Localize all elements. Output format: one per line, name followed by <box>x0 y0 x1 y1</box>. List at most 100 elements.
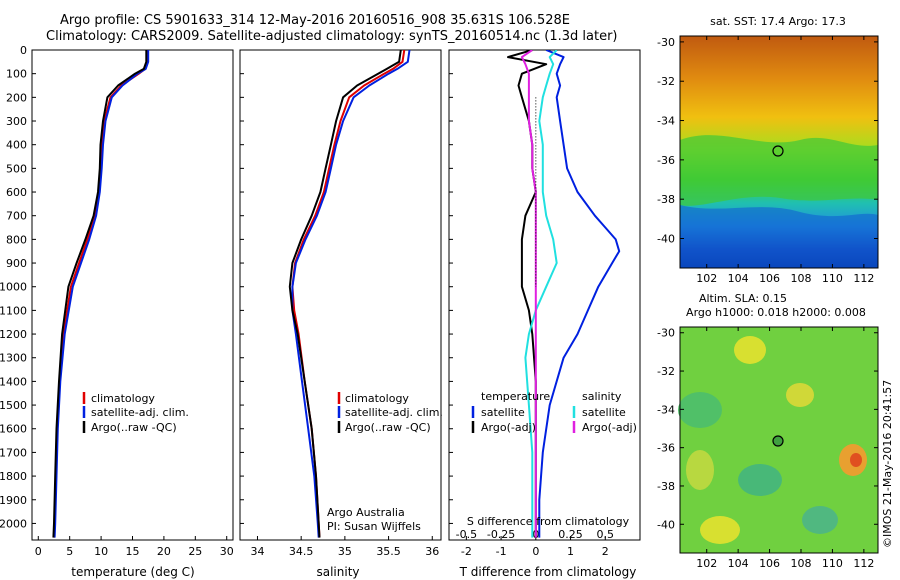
depth-tick-label: 1700 <box>0 446 27 459</box>
legend-label-climatology: climatology <box>345 392 409 405</box>
salinity-legend: climatology satellite-adj. clim. Argo(..… <box>327 392 443 533</box>
difference-x-label: T difference from climatology <box>459 565 637 579</box>
series-line-satellite-adj-clim- <box>53 50 150 538</box>
depth-tick-label: 1800 <box>0 470 27 483</box>
depth-tick-label: 1900 <box>0 494 27 507</box>
sla-map-blob <box>850 453 862 467</box>
lat-tick-label: -36 <box>657 442 675 455</box>
lon-tick-label: 112 <box>853 272 874 285</box>
legend-label-argo: Argo(..raw -QC) <box>345 421 431 434</box>
series-line-argo-salinity <box>520 50 537 538</box>
temperature-x-label: temperature (deg C) <box>71 565 194 579</box>
sst-map-title: sat. SST: 17.4 Argo: 17.3 <box>710 15 846 28</box>
x-tick-label: 10 <box>94 545 108 558</box>
salinity-x-label: salinity <box>316 565 359 579</box>
lon-tick-label: 102 <box>696 557 717 570</box>
legend-label-satellite: satellite-adj. clim. <box>91 406 189 419</box>
depth-tick-label: 600 <box>6 186 27 199</box>
lon-tick-label: 104 <box>728 557 749 570</box>
top-tick-label: 0.25 <box>558 528 583 541</box>
series-line-satellite-adj-clim- <box>291 50 411 538</box>
x-tick-label: -1 <box>496 545 507 558</box>
difference-series <box>507 50 621 538</box>
salinity-series <box>288 50 411 538</box>
x-tick-label: 15 <box>126 545 140 558</box>
salinity-panel-frame <box>239 49 442 541</box>
depth-tick-label: 0 <box>20 44 27 57</box>
lat-tick-label: -30 <box>657 36 675 49</box>
x-tick-label: 5 <box>66 545 73 558</box>
depth-tick-label: 500 <box>6 162 27 175</box>
depth-tick-label: 1600 <box>0 423 27 436</box>
salinity-x-axis: 34 34.5 35 35.5 36 <box>250 536 439 558</box>
x-tick-label: 34.5 <box>289 545 314 558</box>
lon-tick-label: 106 <box>759 557 780 570</box>
x-tick-label: 35.5 <box>376 545 401 558</box>
legend-label-climatology: climatology <box>91 392 155 405</box>
top-tick-label: -0.25 <box>487 528 515 541</box>
copyright-stamp: ©IMOS 21-May-2016 20:41:57 <box>881 379 894 548</box>
depth-tick-label: 1200 <box>0 328 27 341</box>
difference-legend: temperature salinity satellite Argo(-adj… <box>471 390 637 434</box>
depth-tick-label: 400 <box>6 139 27 152</box>
lat-tick-label: -38 <box>657 193 675 206</box>
x-tick-label: 30 <box>220 545 234 558</box>
lat-tick-label: -36 <box>657 154 675 167</box>
sla-map-title-line2: Argo h1000: 0.018 h2000: 0.008 <box>686 306 866 319</box>
depth-tick-label: 2000 <box>0 517 27 530</box>
depth-axis: 0 100 200 300 400 500 600 700 800 900 1000 1100 1200… <box>0 44 453 530</box>
sla-map-blob <box>786 383 814 407</box>
temperature-x-axis: 0 5 10 15 20 25 30 <box>35 536 234 558</box>
sst-map <box>679 35 879 269</box>
legend-label-t-satellite: satellite <box>481 406 525 419</box>
depth-tick-label: 1100 <box>0 304 27 317</box>
sla-map-blob <box>734 336 766 364</box>
legend-label-argo: Argo(..raw -QC) <box>91 421 177 434</box>
lat-tick-label: -38 <box>657 480 675 493</box>
depth-tick-label: 1300 <box>0 352 27 365</box>
lat-tick-label: -34 <box>657 115 675 128</box>
argo-position-marker <box>772 145 784 157</box>
sla-map-blob <box>700 516 740 544</box>
x-tick-label: -2 <box>461 545 472 558</box>
x-tick-label: 35 <box>338 545 352 558</box>
institution-note: Argo Australia <box>327 506 405 519</box>
x-tick-label: 0 <box>532 545 539 558</box>
depth-tick-label: 200 <box>6 91 27 104</box>
sst-map-axes: -30 -32 -34 -36 -38 -40 102 104 106 108 110 112 <box>657 36 878 285</box>
top-tick-label: 0.5 <box>597 528 615 541</box>
lon-tick-label: 106 <box>759 272 780 285</box>
depth-tick-label: 1500 <box>0 399 27 412</box>
lat-tick-label: -40 <box>657 233 675 246</box>
difference-panel-frame <box>448 49 641 541</box>
legend-label-satellite: satellite-adj. clim. <box>345 406 443 419</box>
series-line-sat-salinity <box>524 50 558 538</box>
x-tick-label: 36 <box>425 545 439 558</box>
argo-position-marker <box>772 435 784 447</box>
lon-tick-label: 110 <box>822 272 843 285</box>
depth-tick-label: 1400 <box>0 375 27 388</box>
lon-tick-label: 110 <box>822 557 843 570</box>
legend-title-temperature: temperature <box>481 390 550 403</box>
x-tick-label: 20 <box>157 545 171 558</box>
lat-tick-label: -30 <box>657 327 675 340</box>
pi-note: PI: Susan Wijffels <box>327 520 421 533</box>
depth-tick-label: 900 <box>6 257 27 270</box>
lat-tick-label: -40 <box>657 518 675 531</box>
temperature-panel-frame <box>31 49 234 541</box>
x-tick-label: 25 <box>188 545 202 558</box>
depth-tick-label: 100 <box>6 68 27 81</box>
difference-top-label: S difference from climatology <box>467 515 630 528</box>
x-tick-label: 1 <box>567 545 574 558</box>
sla-map-blob <box>678 392 722 428</box>
legend-title-salinity: salinity <box>582 390 622 403</box>
x-tick-label: 0 <box>35 545 42 558</box>
lon-tick-label: 108 <box>791 272 812 285</box>
sla-map-blob <box>738 464 782 496</box>
sla-map-blob <box>686 450 714 490</box>
lon-tick-label: 112 <box>853 557 874 570</box>
lat-tick-label: -32 <box>657 365 675 378</box>
legend-label-t-argo: Argo(-adj) <box>481 421 536 434</box>
depth-tick-label: 300 <box>6 115 27 128</box>
